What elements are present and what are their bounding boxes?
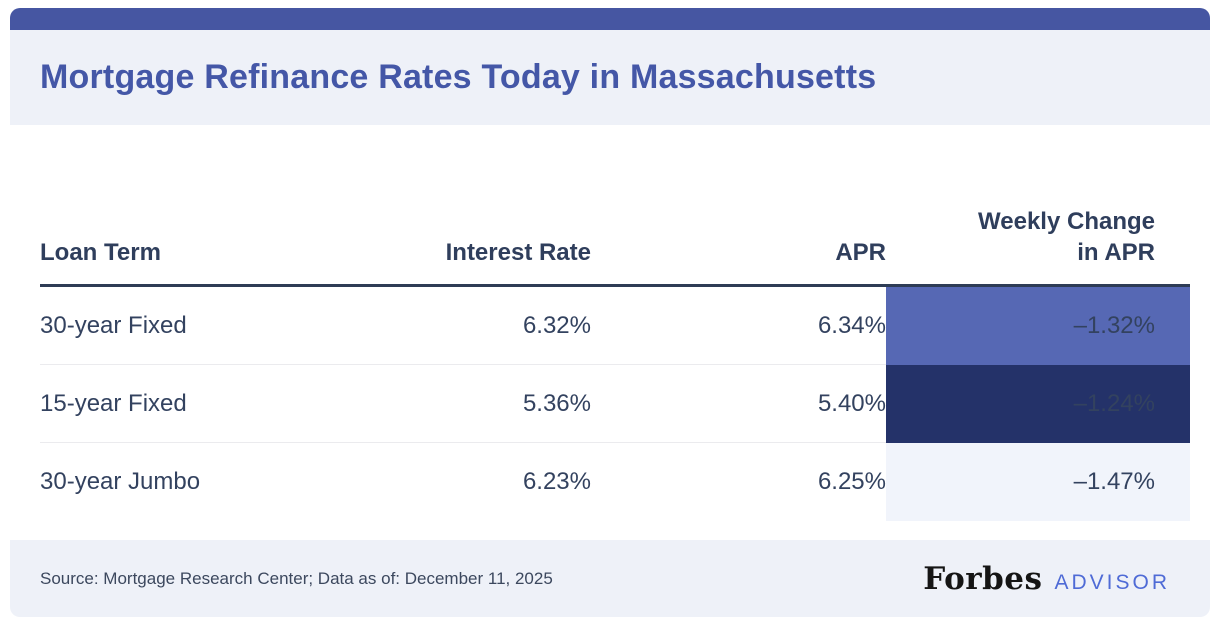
spacer (10, 521, 1210, 540)
column-header-weekly-change-label: Weekly Change in APR (978, 207, 1155, 266)
table-row: 30-year Fixed 6.32% 6.34% –1.32% (40, 287, 1190, 365)
rates-table: Loan Term Interest Rate APR Weekly Chang… (10, 125, 1210, 521)
table-row: 15-year Fixed 5.36% 5.40% –1.24% (40, 365, 1190, 443)
apr-cell: 6.25% (817, 468, 886, 495)
table-header-row: Loan Term Interest Rate APR Weekly Chang… (40, 125, 1190, 287)
page-title: Mortgage Refinance Rates Today in Massac… (40, 58, 877, 96)
table-row: 30-year Jumbo 6.23% 6.25% –1.47% (40, 443, 1190, 521)
rates-card: Mortgage Refinance Rates Today in Massac… (10, 8, 1210, 617)
column-header-apr: APR (835, 238, 886, 266)
weekly-change-cell: –1.47% (886, 443, 1190, 521)
header-band: Mortgage Refinance Rates Today in Massac… (10, 30, 1210, 125)
interest-rate-cell: 6.23% (522, 468, 591, 495)
column-header-interest-rate: Interest Rate (445, 238, 591, 266)
interest-rate-cell: 5.36% (351, 365, 591, 443)
accent-top-bar (10, 8, 1210, 30)
column-header-loan-term: Loan Term (40, 238, 161, 266)
forbes-wordmark: Forbes (923, 560, 1043, 597)
advisor-wordmark: ADVISOR (1054, 570, 1170, 594)
footer-band: Source: Mortgage Research Center; Data a… (10, 540, 1210, 617)
column-header-weekly-change: Weekly Change in APR (886, 206, 1190, 284)
weekly-change-cell: –1.32% (886, 287, 1190, 365)
loan-term-cell: 30-year Jumbo (40, 468, 201, 495)
apr-cell: 6.34% (591, 287, 886, 365)
apr-cell: 5.40% (591, 365, 886, 443)
forbes-advisor-logo: Forbes ADVISOR (923, 561, 1170, 597)
loan-term-cell: 15-year Fixed (40, 365, 351, 443)
source-note: Source: Mortgage Research Center; Data a… (40, 568, 553, 588)
weekly-change-cell: –1.24% (886, 365, 1190, 443)
interest-rate-cell: 6.32% (351, 287, 591, 365)
loan-term-cell: 30-year Fixed (40, 287, 351, 365)
